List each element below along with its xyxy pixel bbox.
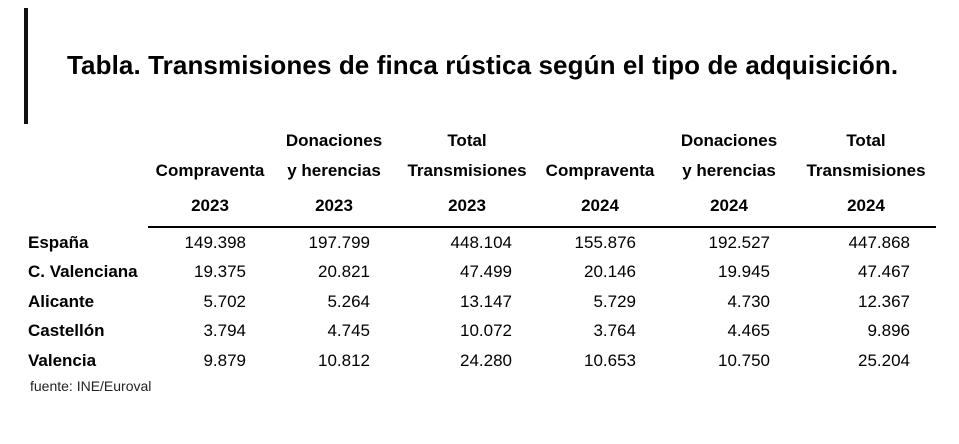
table-row: Castellón 3.794 4.745 10.072 3.764 4.465… bbox=[28, 316, 936, 345]
table-cell: 4.465 bbox=[727, 321, 770, 341]
table-cell: 47.499 bbox=[460, 262, 512, 282]
table-cell: 10.653 bbox=[584, 350, 636, 370]
table-row: España 149.398 197.799 448.104 155.876 1… bbox=[28, 227, 936, 257]
header-cell: Transmisiones bbox=[806, 161, 926, 180]
table-title: Tabla. Transmisiones de finca rústica se… bbox=[67, 50, 899, 80]
header-row-2: Compraventa y herencias Transmisiones Co… bbox=[28, 156, 936, 186]
table-row: Valencia 9.879 10.812 24.280 10.653 10.7… bbox=[28, 346, 936, 375]
year-cell: 2023 bbox=[272, 186, 396, 228]
table-cell: 9.879 bbox=[203, 350, 246, 370]
year-cell bbox=[28, 186, 148, 227]
table-cell: 19.945 bbox=[718, 262, 770, 282]
table-cell: 19.375 bbox=[194, 262, 246, 282]
header-cell: Compraventa bbox=[155, 161, 265, 180]
table-cell: 10.812 bbox=[318, 350, 370, 370]
transmissions-table: Donaciones Total Donaciones Total Compra… bbox=[28, 126, 936, 375]
source-note: fuente: INE/Euroval bbox=[30, 378, 152, 394]
table-cell: 197.799 bbox=[308, 233, 370, 252]
table-cell: 448.104 bbox=[450, 233, 512, 252]
header-cell bbox=[538, 126, 662, 156]
header-cell: Compraventa bbox=[545, 161, 655, 180]
header-cell bbox=[28, 126, 148, 156]
header-cell: Total bbox=[447, 131, 487, 150]
header-cell: Donaciones bbox=[285, 131, 383, 150]
table-cell: 25.204 bbox=[858, 350, 910, 370]
year-cell: 2023 bbox=[148, 186, 272, 228]
table-row: C. Valenciana 19.375 20.821 47.499 20.14… bbox=[28, 257, 936, 286]
header-cell: y herencias bbox=[287, 161, 381, 180]
accent-bar bbox=[24, 8, 28, 124]
year-cell: 2024 bbox=[796, 186, 936, 228]
table-cell: 155.876 bbox=[574, 233, 636, 252]
table-cell: 3.794 bbox=[203, 321, 246, 341]
table-cell: 13.147 bbox=[460, 291, 512, 311]
table-cell: 3.764 bbox=[593, 321, 636, 341]
table-cell: 10.072 bbox=[460, 321, 512, 341]
header-row-1: Donaciones Total Donaciones Total bbox=[28, 126, 936, 156]
table-cell: 20.146 bbox=[584, 262, 636, 282]
header-row-years: 2023 2023 2023 2024 2024 2024 bbox=[28, 186, 936, 228]
row-label: Alicante bbox=[28, 291, 95, 311]
header-cell bbox=[28, 156, 148, 186]
table-row: Alicante 5.702 5.264 13.147 5.729 4.730 … bbox=[28, 287, 936, 316]
row-label: España bbox=[28, 232, 89, 252]
row-label: Castellón bbox=[28, 321, 105, 341]
table-cell: 24.280 bbox=[460, 350, 512, 370]
table-cell: 4.730 bbox=[727, 291, 770, 311]
table-cell: 447.868 bbox=[848, 233, 910, 252]
table-cell: 4.745 bbox=[327, 321, 370, 341]
header-cell: y herencias bbox=[682, 161, 776, 180]
table-cell: 47.467 bbox=[858, 262, 910, 282]
table-cell: 192.527 bbox=[708, 233, 770, 252]
table-cell: 5.729 bbox=[593, 291, 636, 311]
row-label: Valencia bbox=[28, 350, 97, 370]
table-cell: 5.264 bbox=[327, 291, 370, 311]
table-cell: 5.702 bbox=[203, 291, 246, 311]
header-cell: Transmisiones bbox=[407, 161, 527, 180]
row-label: C. Valenciana bbox=[28, 262, 138, 282]
header-cell: Donaciones bbox=[680, 131, 778, 150]
table-cell: 20.821 bbox=[318, 262, 370, 282]
table-cell: 12.367 bbox=[858, 291, 910, 311]
year-cell: 2024 bbox=[662, 186, 796, 228]
table-cell: 10.750 bbox=[718, 350, 770, 370]
year-cell: 2024 bbox=[538, 186, 662, 228]
header-cell: Total bbox=[846, 131, 886, 150]
table-cell: 149.398 bbox=[184, 233, 246, 252]
year-cell: 2023 bbox=[396, 186, 538, 228]
table-cell: 9.896 bbox=[867, 321, 910, 341]
header-cell bbox=[148, 126, 272, 156]
